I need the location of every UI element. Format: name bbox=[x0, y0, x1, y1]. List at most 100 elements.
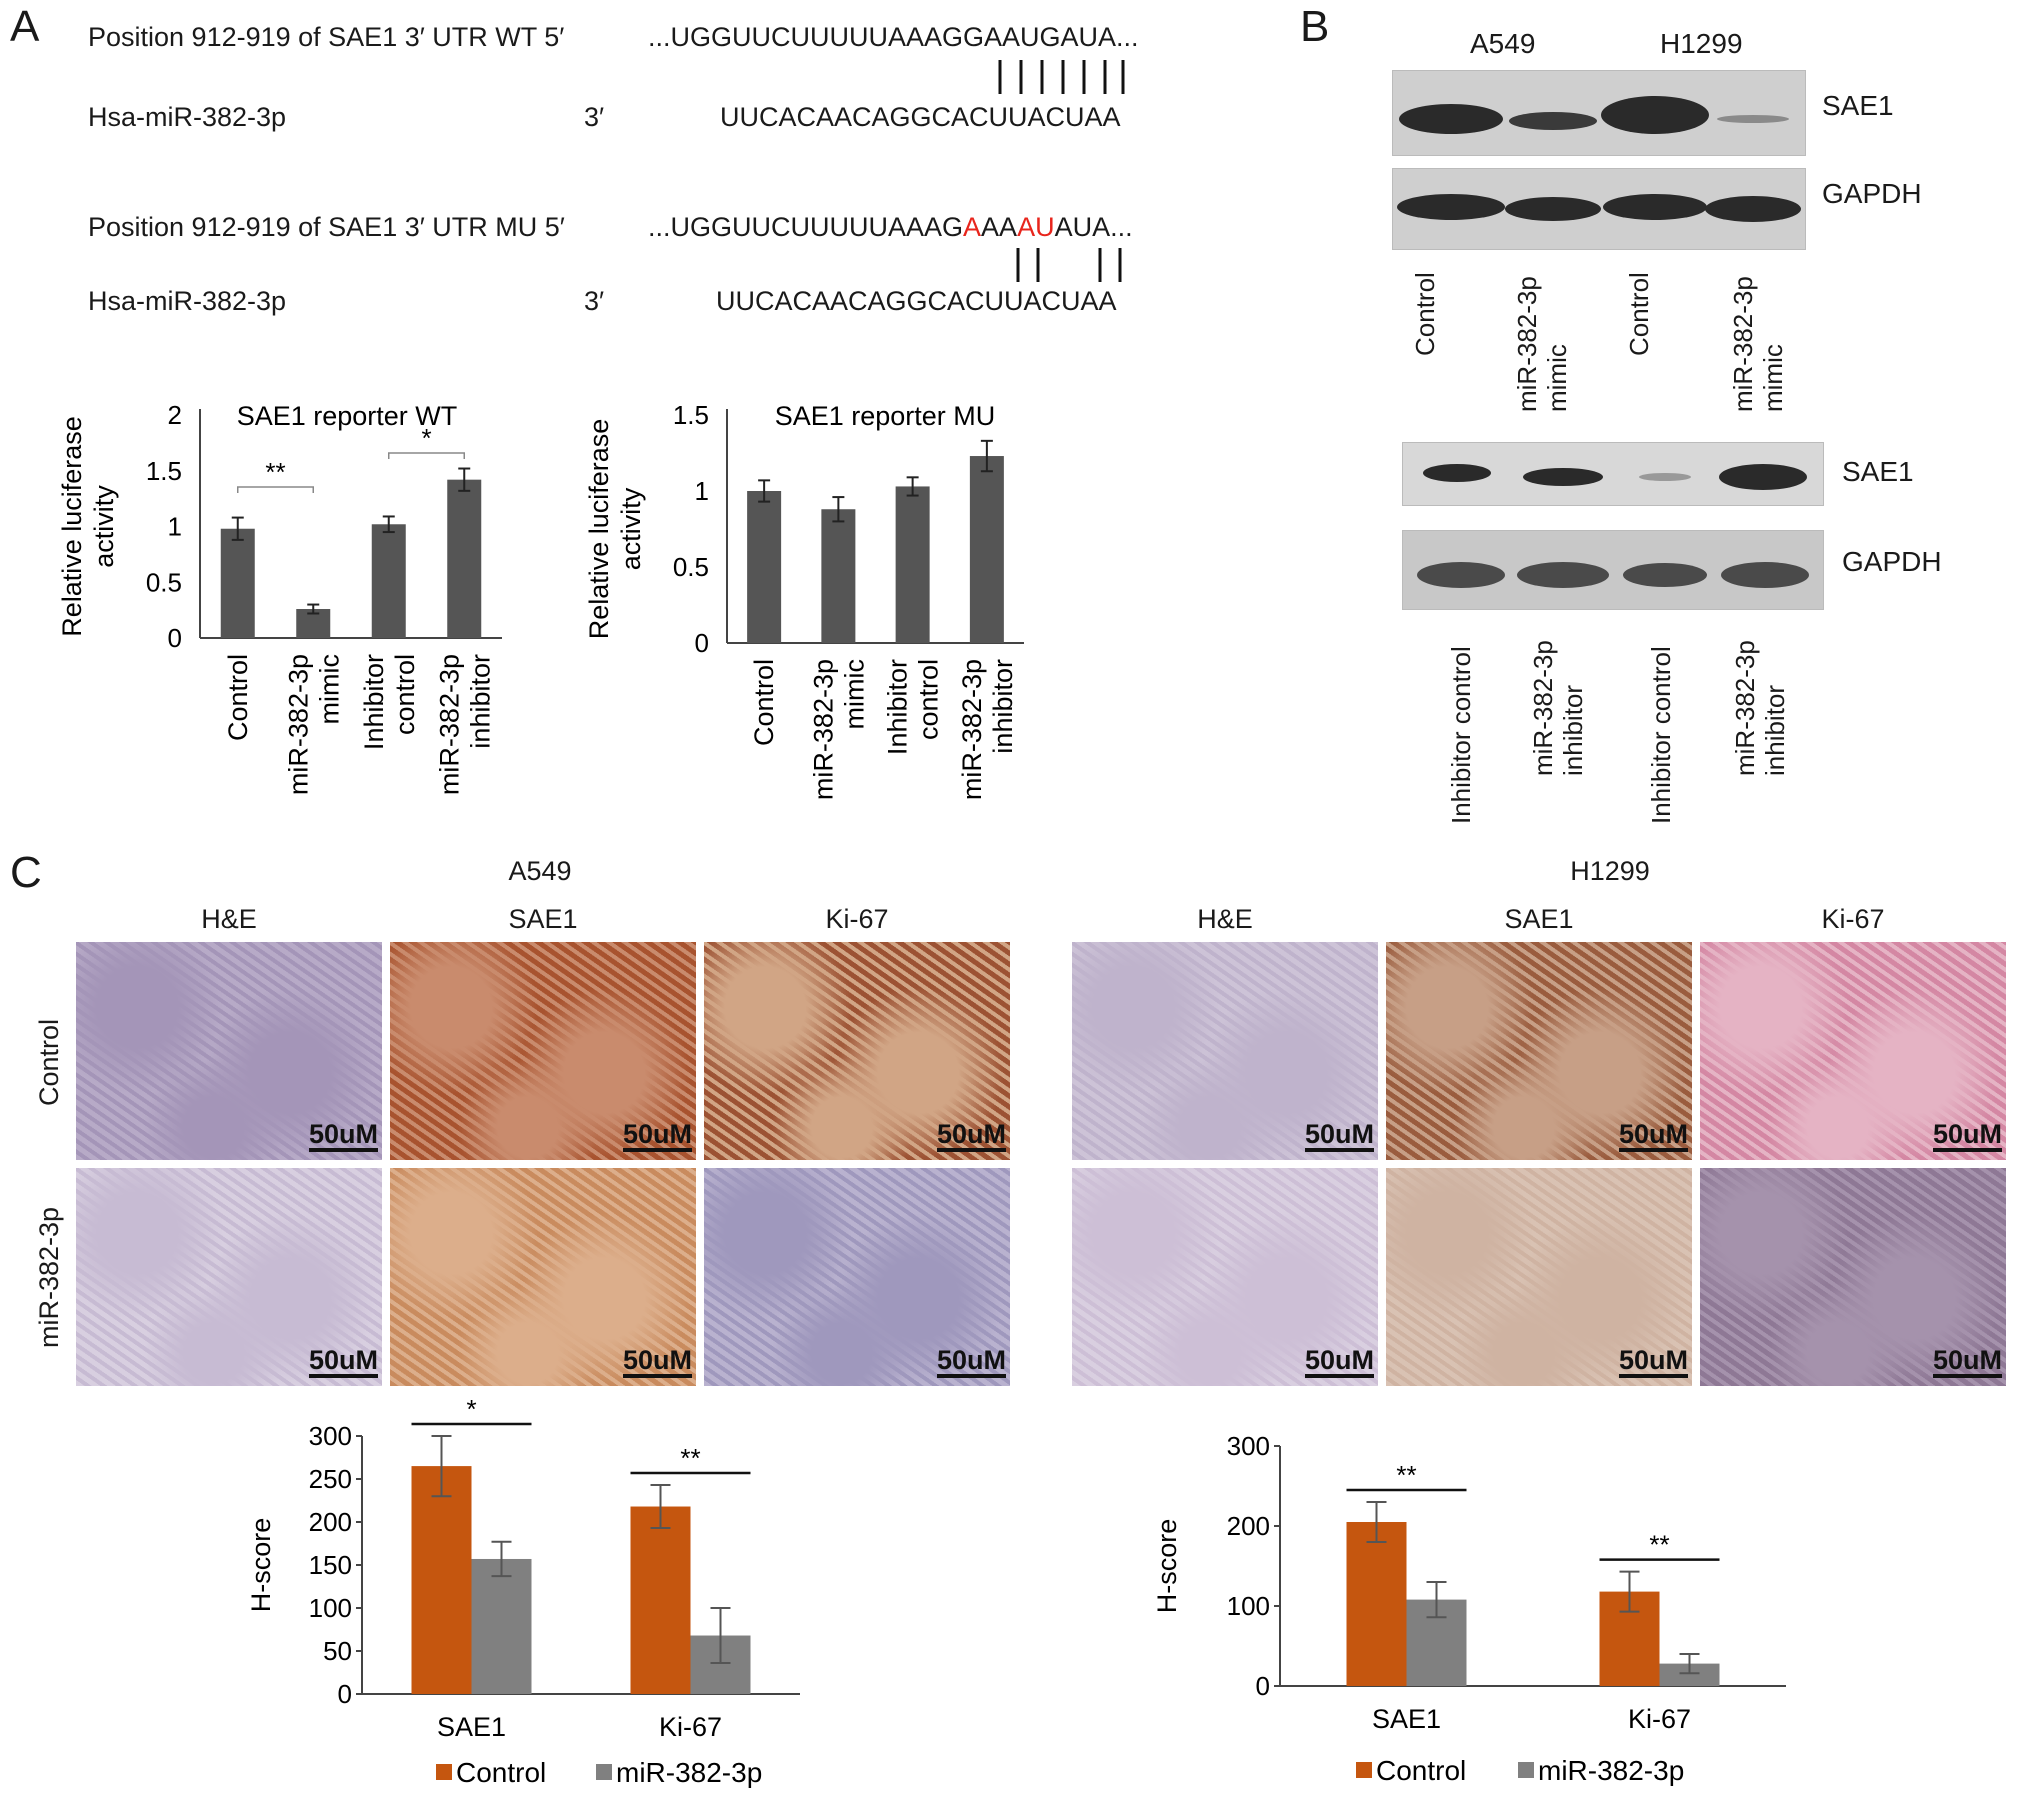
bar bbox=[630, 1506, 691, 1694]
y-tick-label: 300 bbox=[309, 1421, 352, 1451]
tissue-image: 50uM bbox=[76, 942, 382, 1160]
significance-mark: * bbox=[421, 423, 431, 453]
legend-label: miR-382-3p bbox=[1538, 1755, 1684, 1786]
chart-hscore-a549: H-score 0 50 100 150 200 250 300 SAE1 * Ki-67 ** Con… bbox=[246, 1400, 800, 1788]
wt-sequence: ...UGGUUCUUUUUAAAGGAAUGAUA... bbox=[648, 22, 1139, 52]
tissue-image: 50uM bbox=[390, 942, 696, 1160]
significance-mark: ** bbox=[680, 1443, 700, 1473]
y-tick-label: 2 bbox=[168, 400, 182, 430]
mir-sequence-2: UUCACAACAGGCACUUACUAA bbox=[716, 286, 1117, 316]
y-axis-label: H-score bbox=[1152, 1519, 1182, 1614]
significance-mark: ** bbox=[1649, 1530, 1669, 1560]
tissue-image: 50uM bbox=[76, 1168, 382, 1386]
bar bbox=[1659, 1663, 1720, 1686]
panel-label-c: C bbox=[10, 848, 42, 897]
significance-mark: ** bbox=[265, 457, 285, 487]
y-axis-label: H-score bbox=[246, 1518, 276, 1613]
scale-bar: 50uM bbox=[1304, 1347, 1374, 1378]
blot-bottom-lane-3: Inhibitor control bbox=[1646, 646, 1676, 824]
x-tick-label: miR-382-3pmimic bbox=[808, 659, 869, 800]
bar bbox=[821, 509, 856, 643]
mir-end-1: 3′ bbox=[584, 102, 605, 132]
x-tick-label: Control bbox=[749, 659, 779, 746]
stain-sae1-a549: SAE1 bbox=[508, 904, 578, 934]
bar bbox=[371, 524, 406, 638]
bar bbox=[471, 1558, 532, 1694]
row-label-control: Control bbox=[34, 1018, 64, 1106]
bar bbox=[220, 528, 255, 638]
blot-cell-h1299: H1299 bbox=[1660, 28, 1743, 59]
bar bbox=[447, 479, 482, 638]
significance-mark: * bbox=[466, 1400, 476, 1424]
mu-pairing-lines bbox=[1016, 248, 1122, 282]
x-tick-label: Ki-67 bbox=[659, 1712, 722, 1742]
mir-sequence-1: UUCACAACAGGCACUUACUAA bbox=[720, 102, 1121, 132]
stain-sae1-h1299: SAE1 bbox=[1504, 904, 1574, 934]
blot-cell-a549: A549 bbox=[1470, 28, 1536, 59]
x-tick-label: SAE1 bbox=[437, 1712, 506, 1742]
significance-bracket bbox=[237, 486, 314, 493]
scale-bar: 50uM bbox=[1932, 1347, 2002, 1378]
y-tick-label: 0.5 bbox=[146, 567, 182, 597]
blot-top-lane-2: miR-382-3p mimic bbox=[1512, 276, 1572, 412]
y-tick-label: 0 bbox=[1256, 1671, 1270, 1701]
x-tick-label: miR-382-3pinhibitor bbox=[957, 659, 1018, 800]
tissue-image: 50uM bbox=[1072, 942, 1378, 1160]
legend-label: miR-382-3p bbox=[616, 1757, 762, 1788]
panel-label-b: B bbox=[1300, 2, 1330, 51]
blot-top-label-sae1: SAE1 bbox=[1822, 90, 1894, 121]
significance-mark: ** bbox=[1396, 1460, 1416, 1490]
y-tick-label: 250 bbox=[309, 1464, 352, 1494]
wt-pairing-lines bbox=[998, 60, 1125, 94]
y-axis-label: Relative luciferaseactivity bbox=[584, 419, 646, 640]
stain-he-h1299: H&E bbox=[1197, 904, 1253, 934]
significance-bracket bbox=[388, 452, 465, 459]
x-tick-label: Ki-67 bbox=[1628, 1704, 1691, 1734]
legend-swatch bbox=[1518, 1762, 1534, 1778]
scale-bar: 50uM bbox=[1304, 1121, 1374, 1152]
scale-bar: 50uM bbox=[622, 1347, 692, 1378]
tissue-image: 50uM bbox=[704, 942, 1010, 1160]
blot-bottom-sae1 bbox=[1402, 442, 1824, 506]
scale-bar: 50uM bbox=[308, 1347, 378, 1378]
wt-label: Position 912-919 of SAE1 3′ UTR WT 5′ bbox=[88, 22, 565, 52]
blot-bottom-gapdh bbox=[1402, 530, 1824, 610]
scale-bar: 50uM bbox=[1618, 1347, 1688, 1378]
bar bbox=[1346, 1522, 1407, 1686]
legend-label: Control bbox=[1376, 1755, 1466, 1786]
tissue-image: 50uM bbox=[1072, 1168, 1378, 1386]
mir-label-2: Hsa-miR-382-3p bbox=[88, 286, 287, 316]
stain-he-a549: H&E bbox=[201, 904, 257, 934]
blot-top-lane-3: Control bbox=[1624, 272, 1654, 356]
blot-bottom-lane-1: Inhibitor control bbox=[1446, 646, 1476, 824]
row-label-mir: miR-382-3p bbox=[34, 1206, 64, 1348]
tissue-image: 50uM bbox=[1700, 942, 2006, 1160]
legend-swatch bbox=[1356, 1762, 1372, 1778]
mir-end-2: 3′ bbox=[584, 286, 605, 316]
y-tick-label: 0 bbox=[168, 623, 182, 653]
bar bbox=[969, 456, 1004, 643]
y-tick-label: 0 bbox=[695, 628, 709, 658]
bar bbox=[411, 1466, 472, 1694]
legend-swatch bbox=[436, 1764, 452, 1780]
scale-bar: 50uM bbox=[1618, 1121, 1688, 1152]
y-tick-label: 300 bbox=[1227, 1431, 1270, 1461]
chart-hscore-h1299: H-score 0 100 200 300 SAE1 ** Ki-67 ** Control miR… bbox=[1152, 1431, 1786, 1786]
blot-bottom-lane-4: miR-382-3p inhibitor bbox=[1730, 640, 1790, 776]
y-tick-label: 100 bbox=[309, 1593, 352, 1623]
stain-ki67-a549: Ki-67 bbox=[825, 904, 889, 934]
tissue-cell-a549: A549 bbox=[508, 856, 572, 886]
x-tick-label: SAE1 bbox=[1372, 1704, 1441, 1734]
y-tick-label: 1.5 bbox=[673, 400, 709, 430]
blot-top-gapdh bbox=[1392, 168, 1806, 250]
y-tick-label: 50 bbox=[323, 1636, 352, 1666]
legend-swatch bbox=[596, 1764, 612, 1780]
tissue-image: 50uM bbox=[1386, 942, 1692, 1160]
y-tick-label: 1 bbox=[168, 512, 182, 542]
chart-title: SAE1 reporter MU bbox=[775, 401, 996, 431]
y-tick-label: 0 bbox=[338, 1679, 352, 1709]
stain-ki67-h1299: Ki-67 bbox=[1821, 904, 1885, 934]
mu-sequence: ...UGGUUCUUUUUAAAGAAAAUAUA... bbox=[648, 212, 1133, 242]
y-tick-label: 200 bbox=[309, 1507, 352, 1537]
y-tick-label: 200 bbox=[1227, 1511, 1270, 1541]
